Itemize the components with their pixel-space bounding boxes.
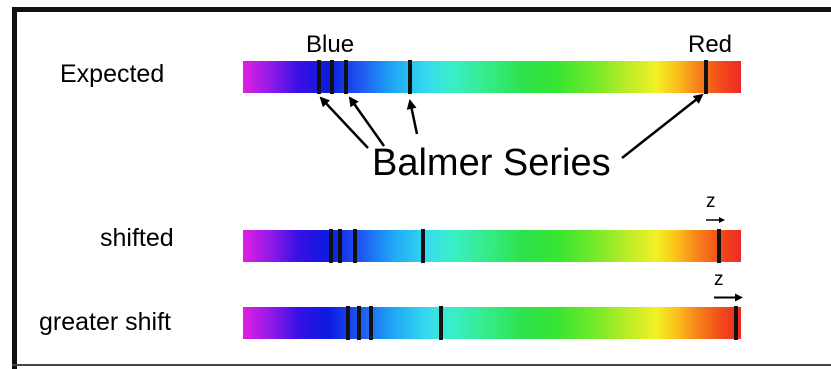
z-arrow-icon	[706, 217, 725, 223]
absorption-line-greater-2	[357, 306, 361, 340]
blue-label: Blue	[306, 31, 355, 58]
redshift-z-large: z	[714, 270, 744, 307]
absorption-line-greater-4	[439, 306, 443, 340]
absorption-line-shifted-5	[717, 229, 721, 263]
red-label: Red	[688, 31, 733, 58]
absorption-line-expected-5	[704, 60, 708, 94]
absorption-line-greater-5	[734, 306, 738, 340]
balmer-series-label: Balmer Series	[372, 142, 611, 184]
spectrum-shifted	[243, 229, 741, 263]
absorption-line-expected-4	[408, 60, 412, 94]
z-symbol: z	[706, 191, 716, 212]
arrow-to-line-1	[319, 96, 369, 149]
frame-left-border	[12, 7, 17, 369]
absorption-line-greater-3	[369, 306, 373, 340]
z-arrow-icon	[714, 293, 743, 302]
absorption-line-shifted-4	[421, 229, 425, 263]
frame-bottom-border	[12, 364, 831, 366]
absorption-line-shifted-2	[338, 229, 342, 263]
row-label-expected: Expected	[60, 60, 165, 88]
z-symbol: z	[714, 269, 724, 290]
absorption-line-expected-2	[330, 60, 334, 94]
absorption-line-expected-1	[317, 60, 321, 94]
absorption-line-expected-3	[344, 60, 348, 94]
row-label-shifted: shifted	[100, 224, 174, 252]
spectrum-greater-shift	[243, 306, 741, 340]
spectrum-expected	[243, 60, 741, 94]
absorption-line-greater-1	[346, 306, 350, 340]
arrow-to-line-2	[348, 96, 386, 147]
absorption-line-shifted-3	[353, 229, 357, 263]
arrow-to-line-3	[406, 99, 419, 135]
redshift-z-small: z	[706, 192, 726, 229]
absorption-line-shifted-1	[329, 229, 333, 263]
frame-top-border	[12, 7, 831, 12]
arrow-to-line-4	[621, 93, 704, 159]
row-label-greater-shift: greater shift	[39, 308, 172, 336]
